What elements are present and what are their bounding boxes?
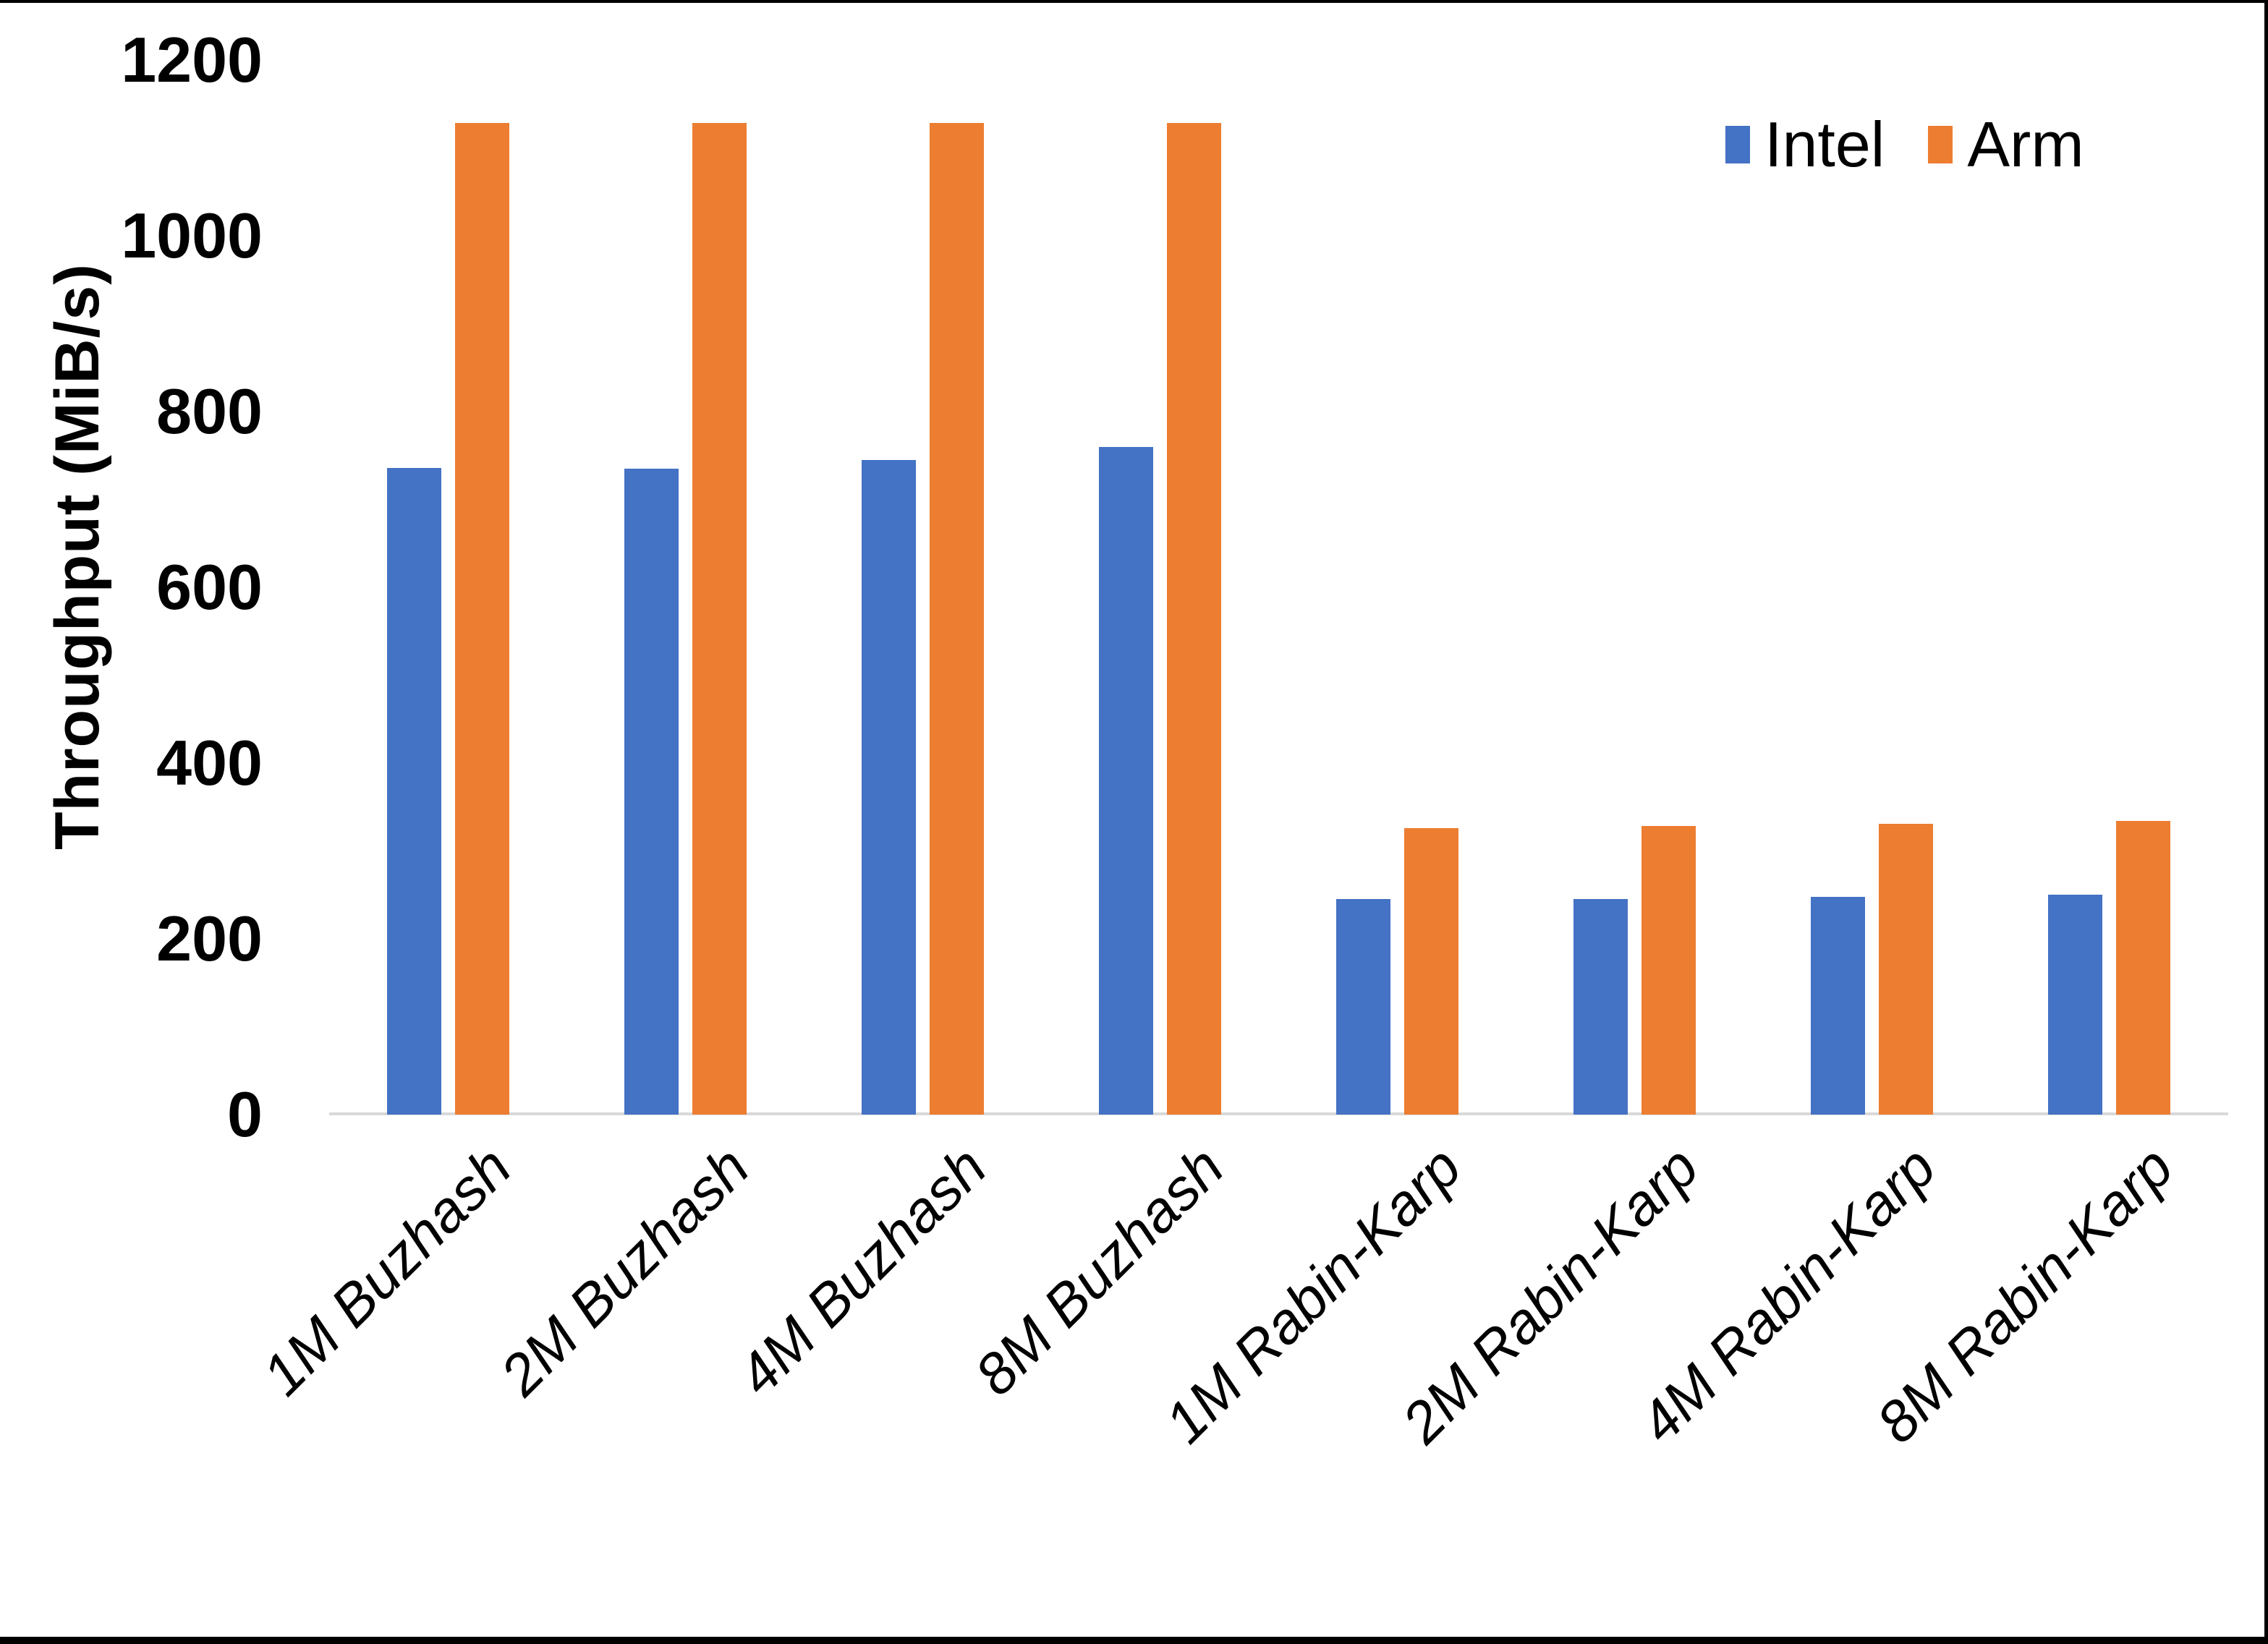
bar-arm-7 [1879, 824, 1933, 1115]
bar-intel-8 [2048, 895, 2102, 1115]
bar-arm-8 [2116, 821, 2170, 1115]
bar-intel-5 [1336, 899, 1390, 1115]
bar-arm-5 [1404, 828, 1458, 1115]
legend-swatch-arm-icon [1928, 126, 1953, 163]
x-category-label: 2M Buzhash [488, 1134, 761, 1407]
bar-intel-7 [1811, 897, 1865, 1115]
x-category-label: 8M Buzhash [962, 1134, 1236, 1407]
x-axis-line [329, 1112, 2228, 1115]
x-category-label: 1M Buzhash [250, 1134, 524, 1407]
legend-label-intel: Intel [1764, 108, 1885, 180]
window-border-bottom [0, 1637, 2268, 1644]
bar-intel-2 [624, 469, 679, 1115]
y-tick-label: 200 [156, 903, 263, 974]
bar-intel-4 [1099, 447, 1153, 1115]
x-category-label: 4M Buzhash [725, 1134, 998, 1407]
bar-arm-1 [455, 123, 509, 1115]
bar-arm-4 [1167, 123, 1221, 1115]
y-tick-label: 1200 [121, 24, 263, 95]
legend-swatch-intel-icon [1725, 126, 1750, 163]
y-tick-label: 400 [156, 727, 263, 798]
window-border-right [2264, 0, 2268, 1644]
y-tick-label: 600 [156, 551, 263, 623]
y-tick-label: 1000 [121, 200, 263, 271]
bar-arm-2 [692, 123, 747, 1115]
bar-intel-3 [862, 460, 916, 1115]
legend-item-arm: Arm [1928, 113, 2084, 176]
y-tick-label: 800 [156, 375, 263, 447]
legend-item-intel: Intel [1725, 113, 1885, 176]
bar-arm-3 [930, 123, 984, 1115]
window-border-top [0, 0, 2268, 3]
legend-label-arm: Arm [1967, 108, 2084, 180]
bar-intel-1 [387, 468, 441, 1115]
bar-arm-6 [1641, 826, 1696, 1115]
y-tick-label: 0 [227, 1078, 263, 1150]
legend: Intel Arm [1725, 113, 2084, 176]
bar-intel-6 [1573, 899, 1628, 1115]
